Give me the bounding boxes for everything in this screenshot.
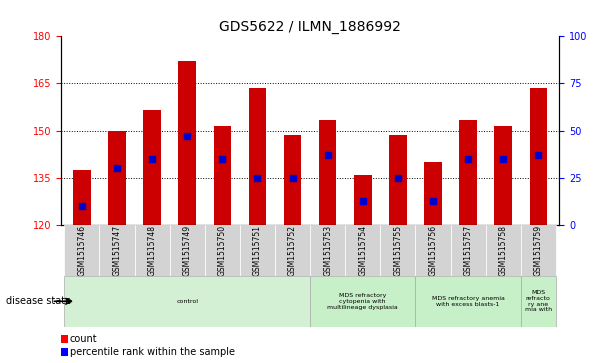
Text: disease state: disease state <box>6 296 71 306</box>
Bar <box>100 225 134 276</box>
Bar <box>213 126 231 225</box>
Bar <box>143 110 161 225</box>
Bar <box>178 61 196 225</box>
Text: GSM1515749: GSM1515749 <box>182 225 192 276</box>
Text: MDS refractory anemia
with excess blasts-1: MDS refractory anemia with excess blasts… <box>432 296 505 307</box>
Text: GSM1515756: GSM1515756 <box>429 225 438 276</box>
Bar <box>345 225 380 276</box>
Bar <box>459 120 477 225</box>
Bar <box>73 170 91 225</box>
Text: GSM1515754: GSM1515754 <box>358 225 367 276</box>
Text: GSM1515747: GSM1515747 <box>112 225 122 276</box>
Bar <box>380 225 415 276</box>
Bar <box>64 276 310 327</box>
Bar <box>319 120 336 225</box>
Bar <box>520 225 556 276</box>
Bar <box>275 225 310 276</box>
Text: GSM1515746: GSM1515746 <box>77 225 86 276</box>
Bar <box>205 225 240 276</box>
Bar <box>354 175 371 225</box>
Text: GSM1515759: GSM1515759 <box>534 225 543 276</box>
Title: GDS5622 / ILMN_1886992: GDS5622 / ILMN_1886992 <box>219 20 401 34</box>
Text: GSM1515752: GSM1515752 <box>288 225 297 276</box>
Text: GSM1515755: GSM1515755 <box>393 225 402 276</box>
Text: GSM1515748: GSM1515748 <box>148 225 157 276</box>
Text: percentile rank within the sample: percentile rank within the sample <box>70 347 235 357</box>
Text: GSM1515751: GSM1515751 <box>253 225 262 276</box>
Text: MDS
refracto
ry ane
mia with: MDS refracto ry ane mia with <box>525 290 552 313</box>
Bar <box>249 88 266 225</box>
Bar <box>134 225 170 276</box>
Text: GSM1515757: GSM1515757 <box>463 225 472 276</box>
Bar <box>494 126 512 225</box>
Text: MDS refractory
cytopenia with
multilineage dysplasia: MDS refractory cytopenia with multilinea… <box>327 293 398 310</box>
Text: GSM1515758: GSM1515758 <box>499 225 508 276</box>
Text: count: count <box>70 334 97 344</box>
Bar <box>389 135 407 225</box>
Bar <box>424 162 442 225</box>
Bar <box>170 225 205 276</box>
Bar <box>310 225 345 276</box>
Text: GSM1515750: GSM1515750 <box>218 225 227 276</box>
Bar <box>64 225 100 276</box>
Bar <box>310 276 415 327</box>
Bar <box>415 225 451 276</box>
Bar <box>415 276 520 327</box>
Text: control: control <box>176 299 198 304</box>
Bar <box>486 225 520 276</box>
Bar <box>284 135 302 225</box>
Bar <box>240 225 275 276</box>
Text: GSM1515753: GSM1515753 <box>323 225 332 276</box>
Bar <box>520 276 556 327</box>
Bar <box>451 225 486 276</box>
Bar <box>108 131 126 225</box>
Bar <box>530 88 547 225</box>
